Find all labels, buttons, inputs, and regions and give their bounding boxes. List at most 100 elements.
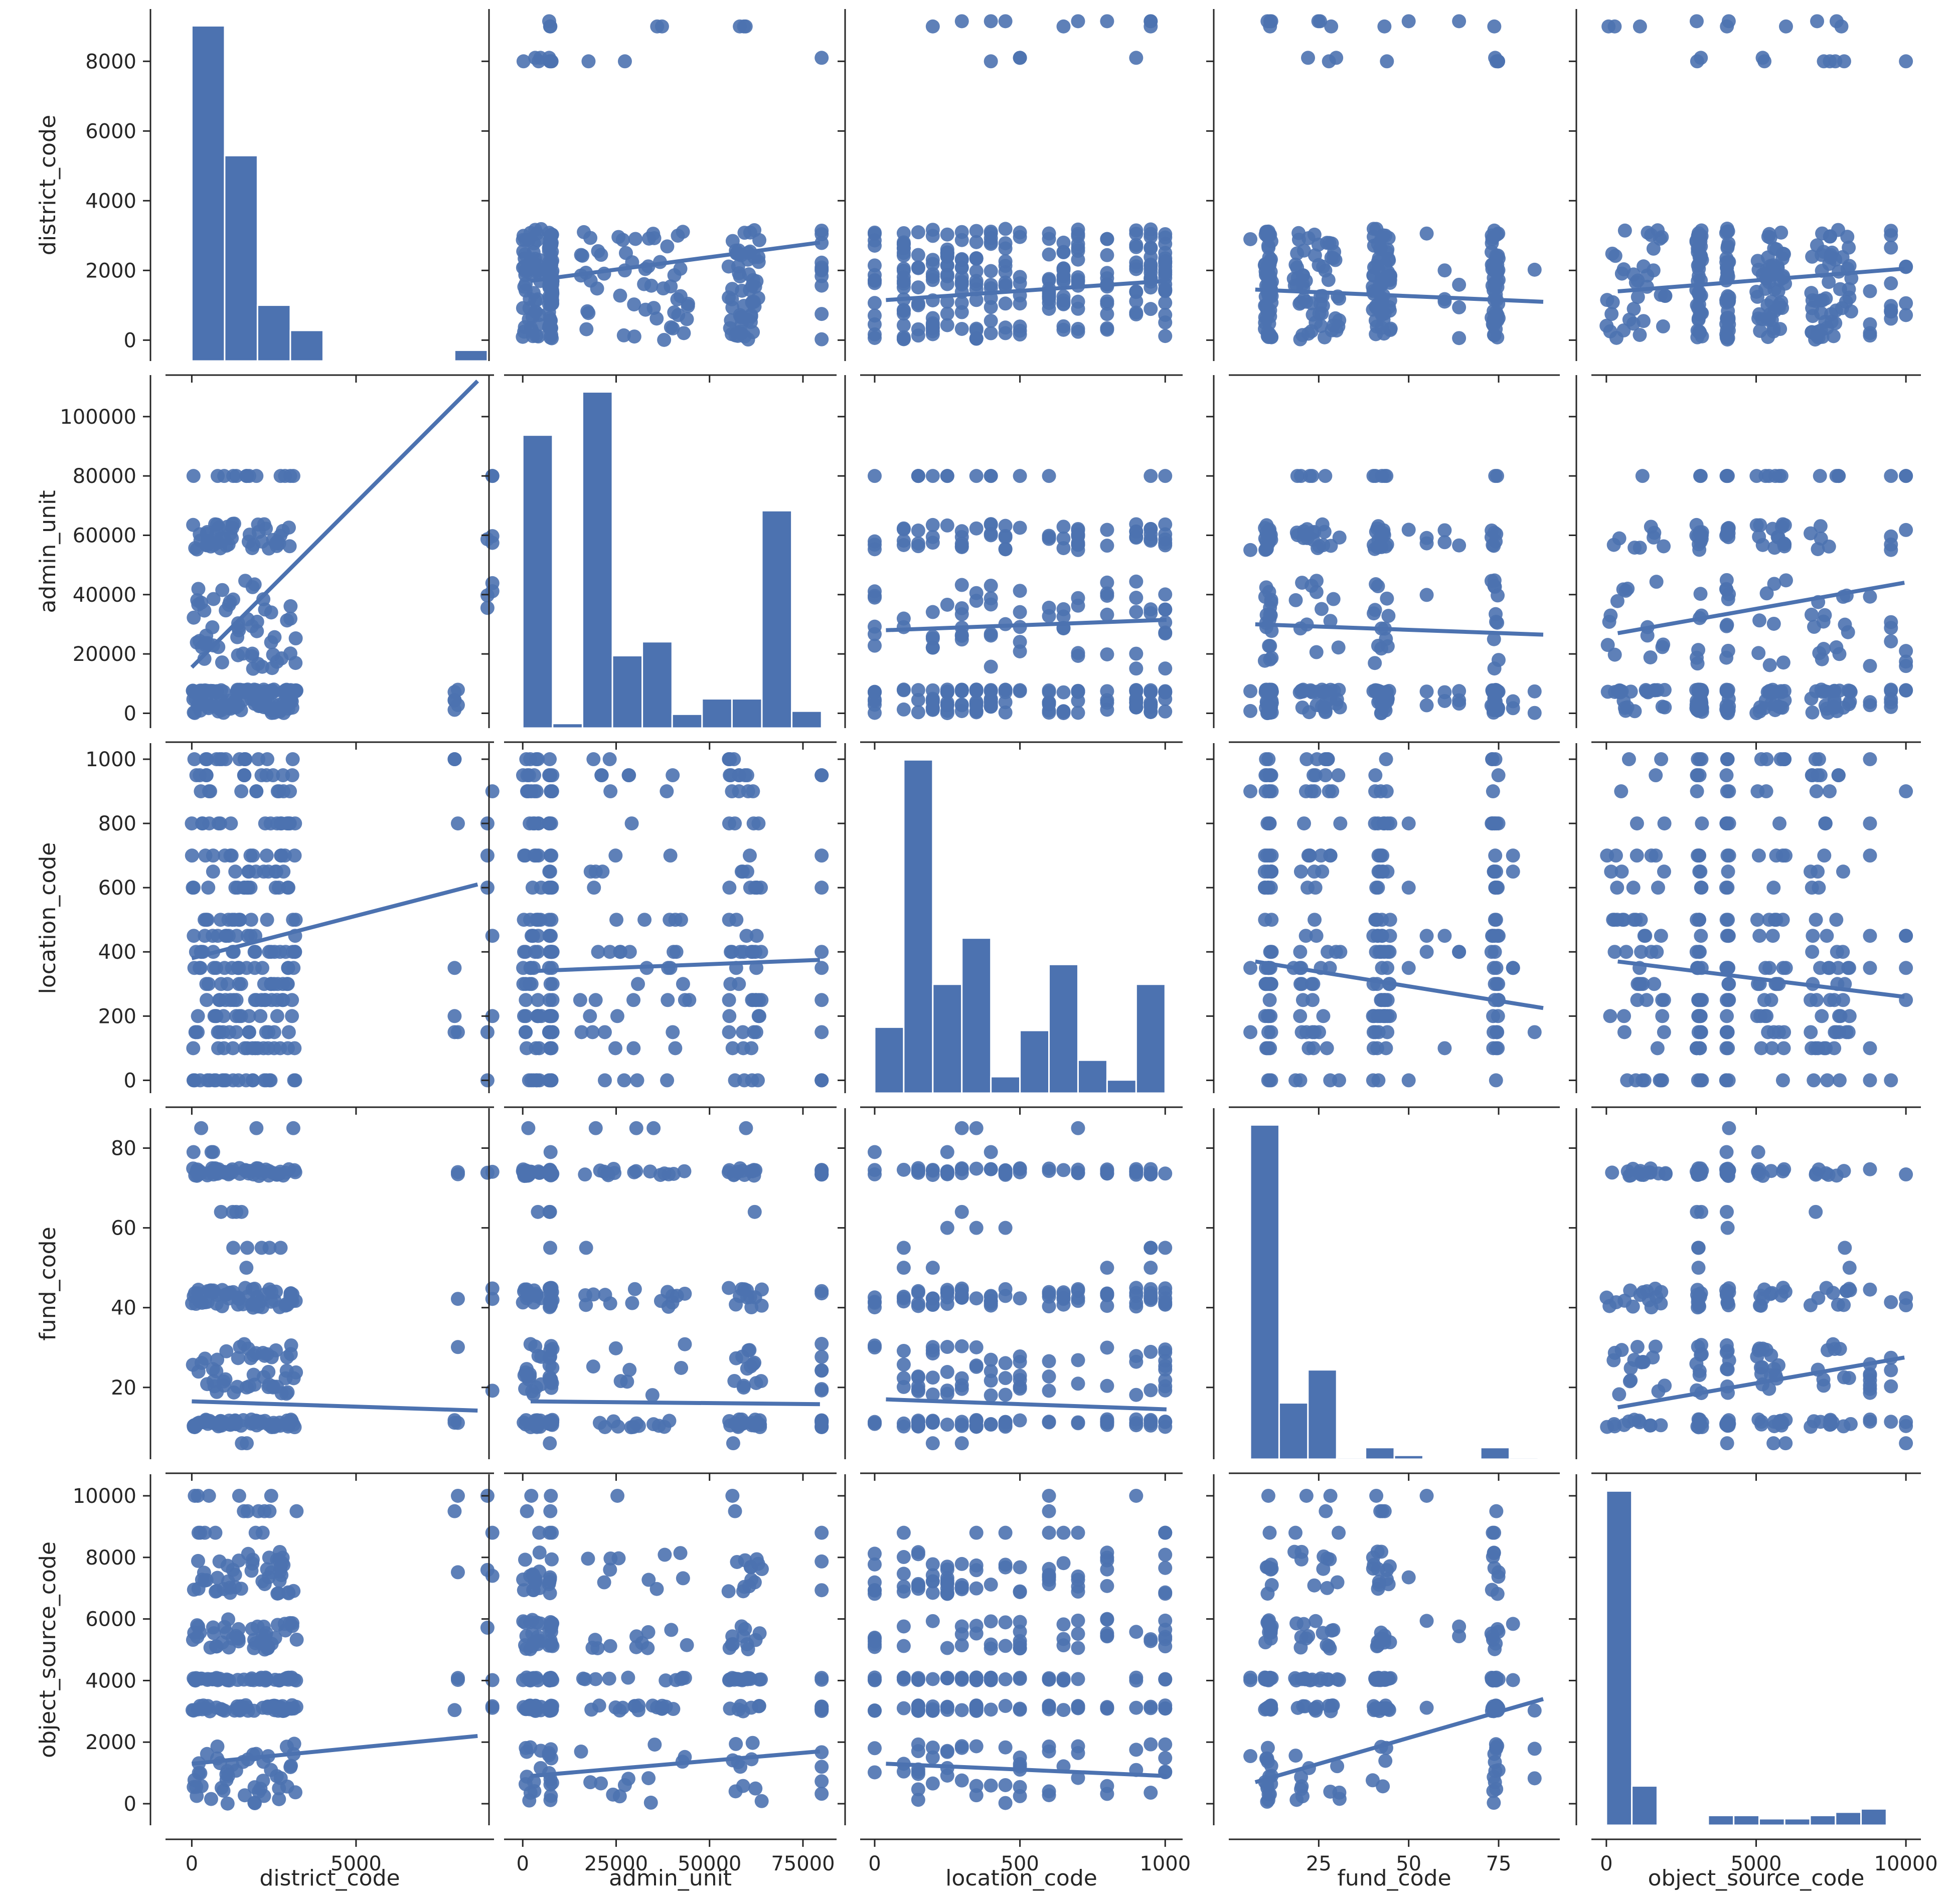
scatter-point: [1129, 605, 1144, 619]
scatter-point: [1376, 523, 1391, 538]
scatter-point: [1759, 1342, 1773, 1357]
scatter-point: [1380, 591, 1394, 606]
scatter-point: [216, 1025, 230, 1040]
scatter-point: [940, 518, 954, 533]
scatter-point: [1762, 469, 1776, 483]
scatter-point: [1690, 784, 1704, 799]
scatter-point: [1757, 54, 1772, 69]
y-tick-label: 4000: [85, 190, 136, 213]
scatter-point: [896, 303, 911, 317]
scatter-point: [676, 1571, 690, 1586]
scatter-point: [1819, 1281, 1834, 1295]
scatter-point: [1380, 961, 1395, 975]
scatter-point: [1614, 864, 1629, 879]
scatter-point: [1376, 312, 1391, 327]
scatter-point: [815, 255, 829, 270]
scatter-point: [729, 1737, 743, 1751]
scatter-point: [1506, 961, 1520, 975]
scatter-point: [1374, 696, 1389, 711]
scatter-point: [542, 961, 556, 975]
scatter-point: [274, 848, 288, 863]
scatter-point: [1811, 330, 1826, 345]
scatter-point: [1836, 1419, 1851, 1434]
scatter-point: [519, 1041, 534, 1056]
scatter-point: [544, 1620, 559, 1635]
scatter-point: [1884, 276, 1898, 291]
scatter-point: [1293, 977, 1308, 991]
scatter-point: [1863, 284, 1877, 298]
scatter-point: [1805, 945, 1820, 959]
hist-bar: [224, 154, 258, 362]
scatter-point: [253, 699, 267, 713]
scatter-point: [601, 1168, 615, 1182]
scatter-point: [1831, 768, 1846, 783]
scatter-point: [583, 1009, 597, 1023]
scatter-point: [1863, 1282, 1877, 1297]
scatter-point: [1899, 1436, 1913, 1451]
scatter-point: [1452, 684, 1467, 699]
scatter-point: [1693, 587, 1708, 601]
scatter-point: [1042, 1289, 1056, 1304]
scatter-point: [591, 945, 605, 959]
scatter-point: [1056, 520, 1071, 534]
scatter-point: [578, 1288, 593, 1302]
scatter-point: [578, 1167, 592, 1182]
scatter-point: [940, 682, 954, 697]
scatter-point: [543, 752, 557, 767]
scatter-point: [250, 624, 264, 638]
scatter-point: [1315, 602, 1329, 616]
scatter-point: [542, 1025, 556, 1040]
scatter-point: [1261, 305, 1276, 320]
scatter-point: [1753, 1009, 1768, 1023]
scatter-point: [1842, 961, 1856, 975]
scatter-point: [1144, 606, 1158, 620]
scatter-point: [1619, 945, 1634, 959]
scatter-point: [954, 1339, 969, 1353]
scatter-point: [1636, 1355, 1650, 1369]
scatter-point: [1720, 1287, 1734, 1301]
scatter-point: [867, 1145, 882, 1159]
scatter-point: [1323, 614, 1338, 628]
y-tick-label: 8000: [85, 1546, 136, 1570]
scatter-point: [1832, 1025, 1847, 1040]
hist-bar: [932, 983, 963, 1094]
scatter-point: [1770, 261, 1785, 275]
scatter-point: [1721, 864, 1735, 879]
scatter-point: [1722, 784, 1736, 799]
scatter-point: [1899, 644, 1913, 658]
scatter-point: [1617, 223, 1632, 238]
scatter-point: [1293, 945, 1308, 959]
hist-bar: [874, 1026, 905, 1094]
scatter-point: [641, 1771, 656, 1786]
scatter-point: [1721, 993, 1736, 1007]
scatter-point: [1144, 1261, 1158, 1275]
scatter-point: [1776, 655, 1791, 670]
scatter-point: [1654, 929, 1668, 943]
scatter-point: [1375, 929, 1389, 943]
scatter-point: [286, 913, 300, 927]
scatter-point: [1653, 1073, 1667, 1088]
scatter-point: [629, 1164, 643, 1178]
scatter-point: [954, 1162, 969, 1176]
scatter-point: [215, 583, 230, 597]
scatter-point: [226, 1241, 241, 1255]
scatter-point: [743, 1290, 757, 1304]
scatter-point: [248, 1525, 263, 1540]
scatter-point: [542, 238, 557, 253]
scatter-point: [954, 225, 969, 239]
scatter-point: [1765, 1041, 1779, 1056]
y-tick-label: 2000: [85, 259, 136, 282]
scatter-point: [1899, 659, 1913, 673]
scatter-point: [485, 1525, 500, 1540]
scatter-point: [742, 267, 756, 282]
scatter-point: [573, 993, 587, 1007]
scatter-point: [1720, 526, 1735, 540]
scatter-point: [1291, 233, 1306, 247]
scatter-point: [1754, 1041, 1768, 1056]
scatter-point: [522, 1793, 537, 1808]
scatter-point: [969, 1221, 984, 1235]
scatter-point: [1491, 226, 1506, 241]
scatter-point: [1613, 685, 1628, 700]
scatter-point: [925, 1261, 940, 1275]
